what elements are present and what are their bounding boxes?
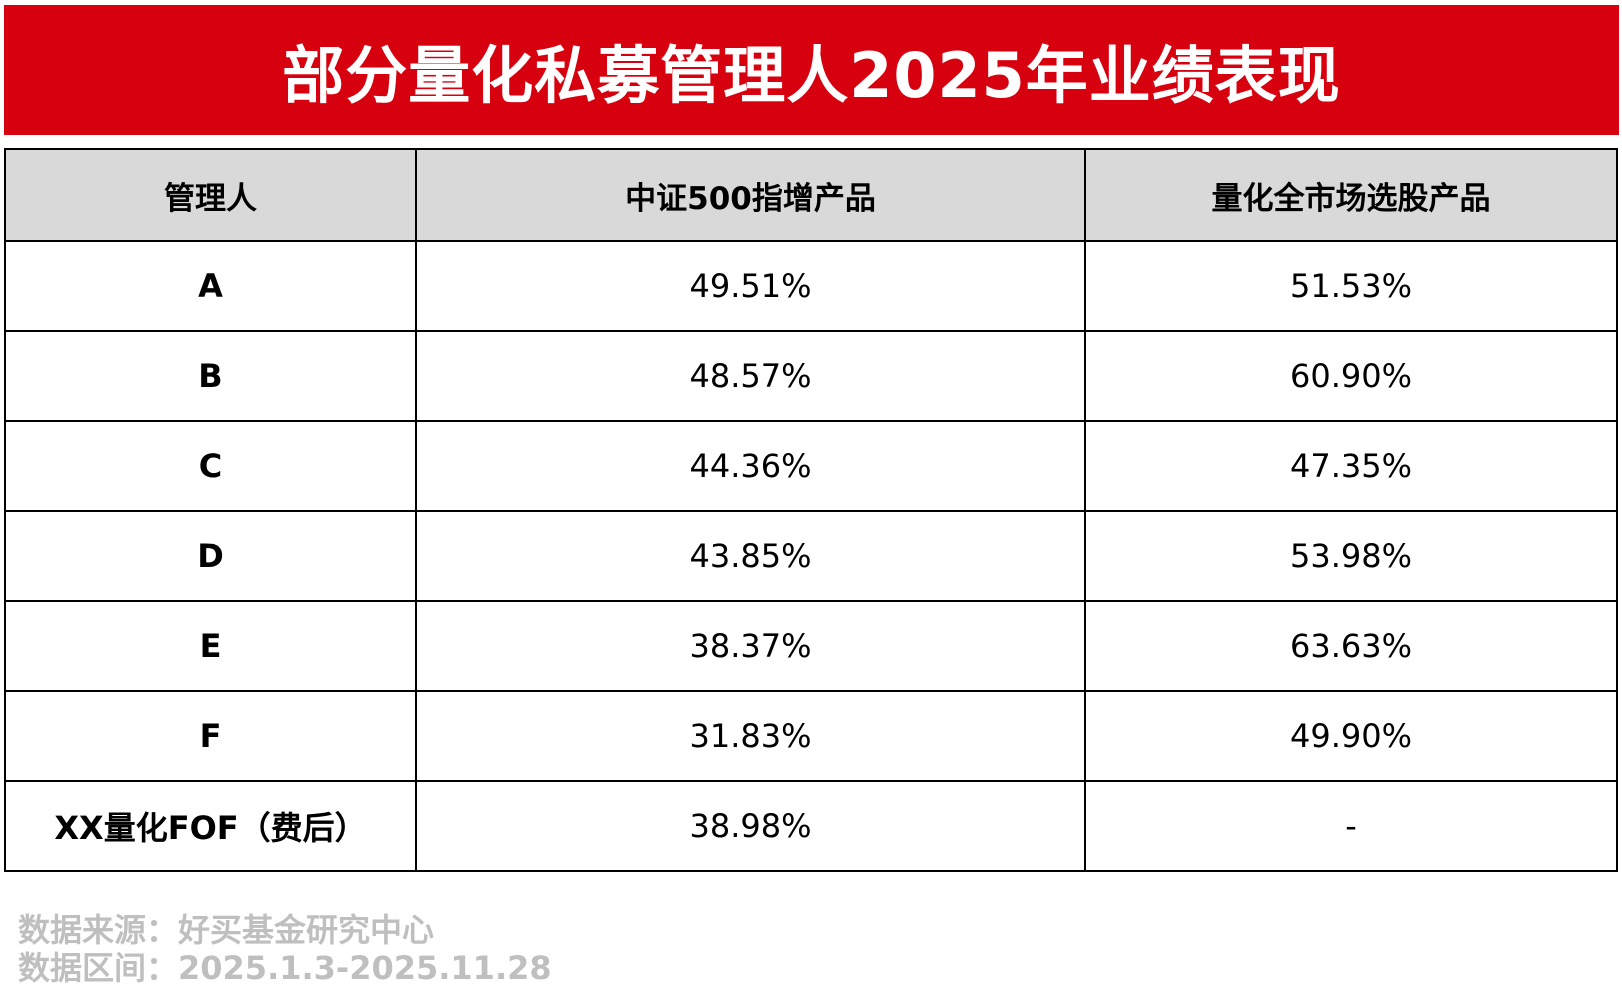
manager-cell: D: [4, 510, 417, 602]
csi500-return-cell: 38.98%: [415, 780, 1086, 872]
page-title: 部分量化私募管理人2025年业绩表现: [282, 39, 1341, 112]
manager-cell: A: [4, 240, 417, 332]
table-row: D 43.85% 53.98%: [4, 510, 1618, 602]
quant-return-cell: 47.35%: [1084, 420, 1618, 512]
manager-cell: E: [4, 600, 417, 692]
csi500-return-cell: 49.51%: [415, 240, 1086, 332]
manager-cell: XX量化FOF（费后）: [4, 780, 417, 872]
table-row: F 31.83% 49.90%: [4, 690, 1618, 782]
table-row: E 38.37% 63.63%: [4, 600, 1618, 692]
header-manager: 管理人: [4, 148, 417, 242]
manager-cell: B: [4, 330, 417, 422]
header-quant-stock-selection: 量化全市场选股产品: [1084, 148, 1618, 242]
data-source: 数据来源：好买基金研究中心: [18, 911, 435, 949]
data-period: 数据区间：2025.1.3-2025.11.28: [18, 949, 552, 987]
table-row: C 44.36% 47.35%: [4, 420, 1618, 512]
manager-cell: C: [4, 420, 417, 512]
csi500-return-cell: 48.57%: [415, 330, 1086, 422]
header-csi500-enhanced: 中证500指增产品: [415, 148, 1086, 242]
table-row: B 48.57% 60.90%: [4, 330, 1618, 422]
manager-cell: F: [4, 690, 417, 782]
table-row: A 49.51% 51.53%: [4, 240, 1618, 332]
csi500-return-cell: 43.85%: [415, 510, 1086, 602]
quant-return-cell: 60.90%: [1084, 330, 1618, 422]
table-row: XX量化FOF（费后） 38.98% -: [4, 780, 1618, 872]
title-banner: 部分量化私募管理人2025年业绩表现: [4, 5, 1619, 135]
csi500-return-cell: 38.37%: [415, 600, 1086, 692]
quant-return-cell: 51.53%: [1084, 240, 1618, 332]
csi500-return-cell: 44.36%: [415, 420, 1086, 512]
quant-return-cell: 53.98%: [1084, 510, 1618, 602]
table-header-row: 管理人 中证500指增产品 量化全市场选股产品: [4, 148, 1618, 242]
quant-return-cell: 63.63%: [1084, 600, 1618, 692]
performance-table: 管理人 中证500指增产品 量化全市场选股产品 A 49.51% 51.53% B 48…: [4, 148, 1618, 872]
csi500-return-cell: 31.83%: [415, 690, 1086, 782]
quant-return-cell: -: [1084, 780, 1618, 872]
quant-return-cell: 49.90%: [1084, 690, 1618, 782]
